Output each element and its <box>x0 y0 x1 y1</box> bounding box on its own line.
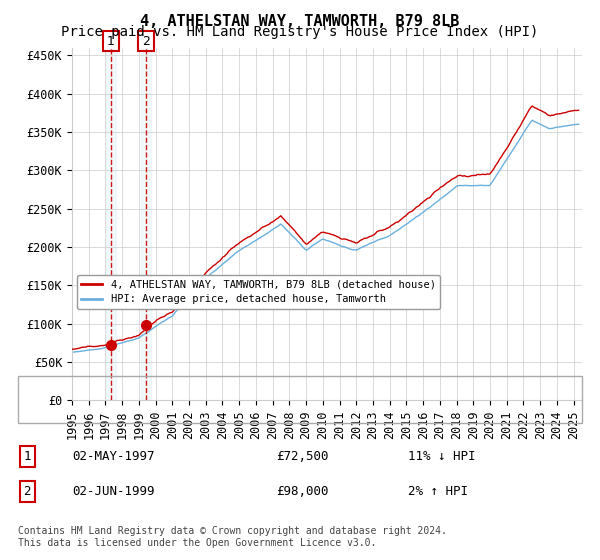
Text: 4, ATHELSTAN WAY, TAMWORTH, B79 8LB: 4, ATHELSTAN WAY, TAMWORTH, B79 8LB <box>140 14 460 29</box>
Text: 11% ↓ HPI: 11% ↓ HPI <box>408 450 476 463</box>
Bar <box>106 48 116 400</box>
Text: £72,500: £72,500 <box>276 450 329 463</box>
Legend: 4, ATHELSTAN WAY, TAMWORTH, B79 8LB (detached house), HPI: Average price, detach: 4, ATHELSTAN WAY, TAMWORTH, B79 8LB (det… <box>77 275 440 309</box>
Text: 1: 1 <box>23 450 31 463</box>
Text: Price paid vs. HM Land Registry's House Price Index (HPI): Price paid vs. HM Land Registry's House … <box>61 25 539 39</box>
Text: 02-JUN-1999: 02-JUN-1999 <box>72 485 155 498</box>
Text: 1: 1 <box>107 35 115 48</box>
Text: 02-MAY-1997: 02-MAY-1997 <box>72 450 155 463</box>
Text: 2: 2 <box>23 485 31 498</box>
Text: £98,000: £98,000 <box>276 485 329 498</box>
Text: 2% ↑ HPI: 2% ↑ HPI <box>408 485 468 498</box>
Text: 2: 2 <box>142 35 150 48</box>
Text: Contains HM Land Registry data © Crown copyright and database right 2024.
This d: Contains HM Land Registry data © Crown c… <box>18 526 447 548</box>
Bar <box>141 48 151 400</box>
